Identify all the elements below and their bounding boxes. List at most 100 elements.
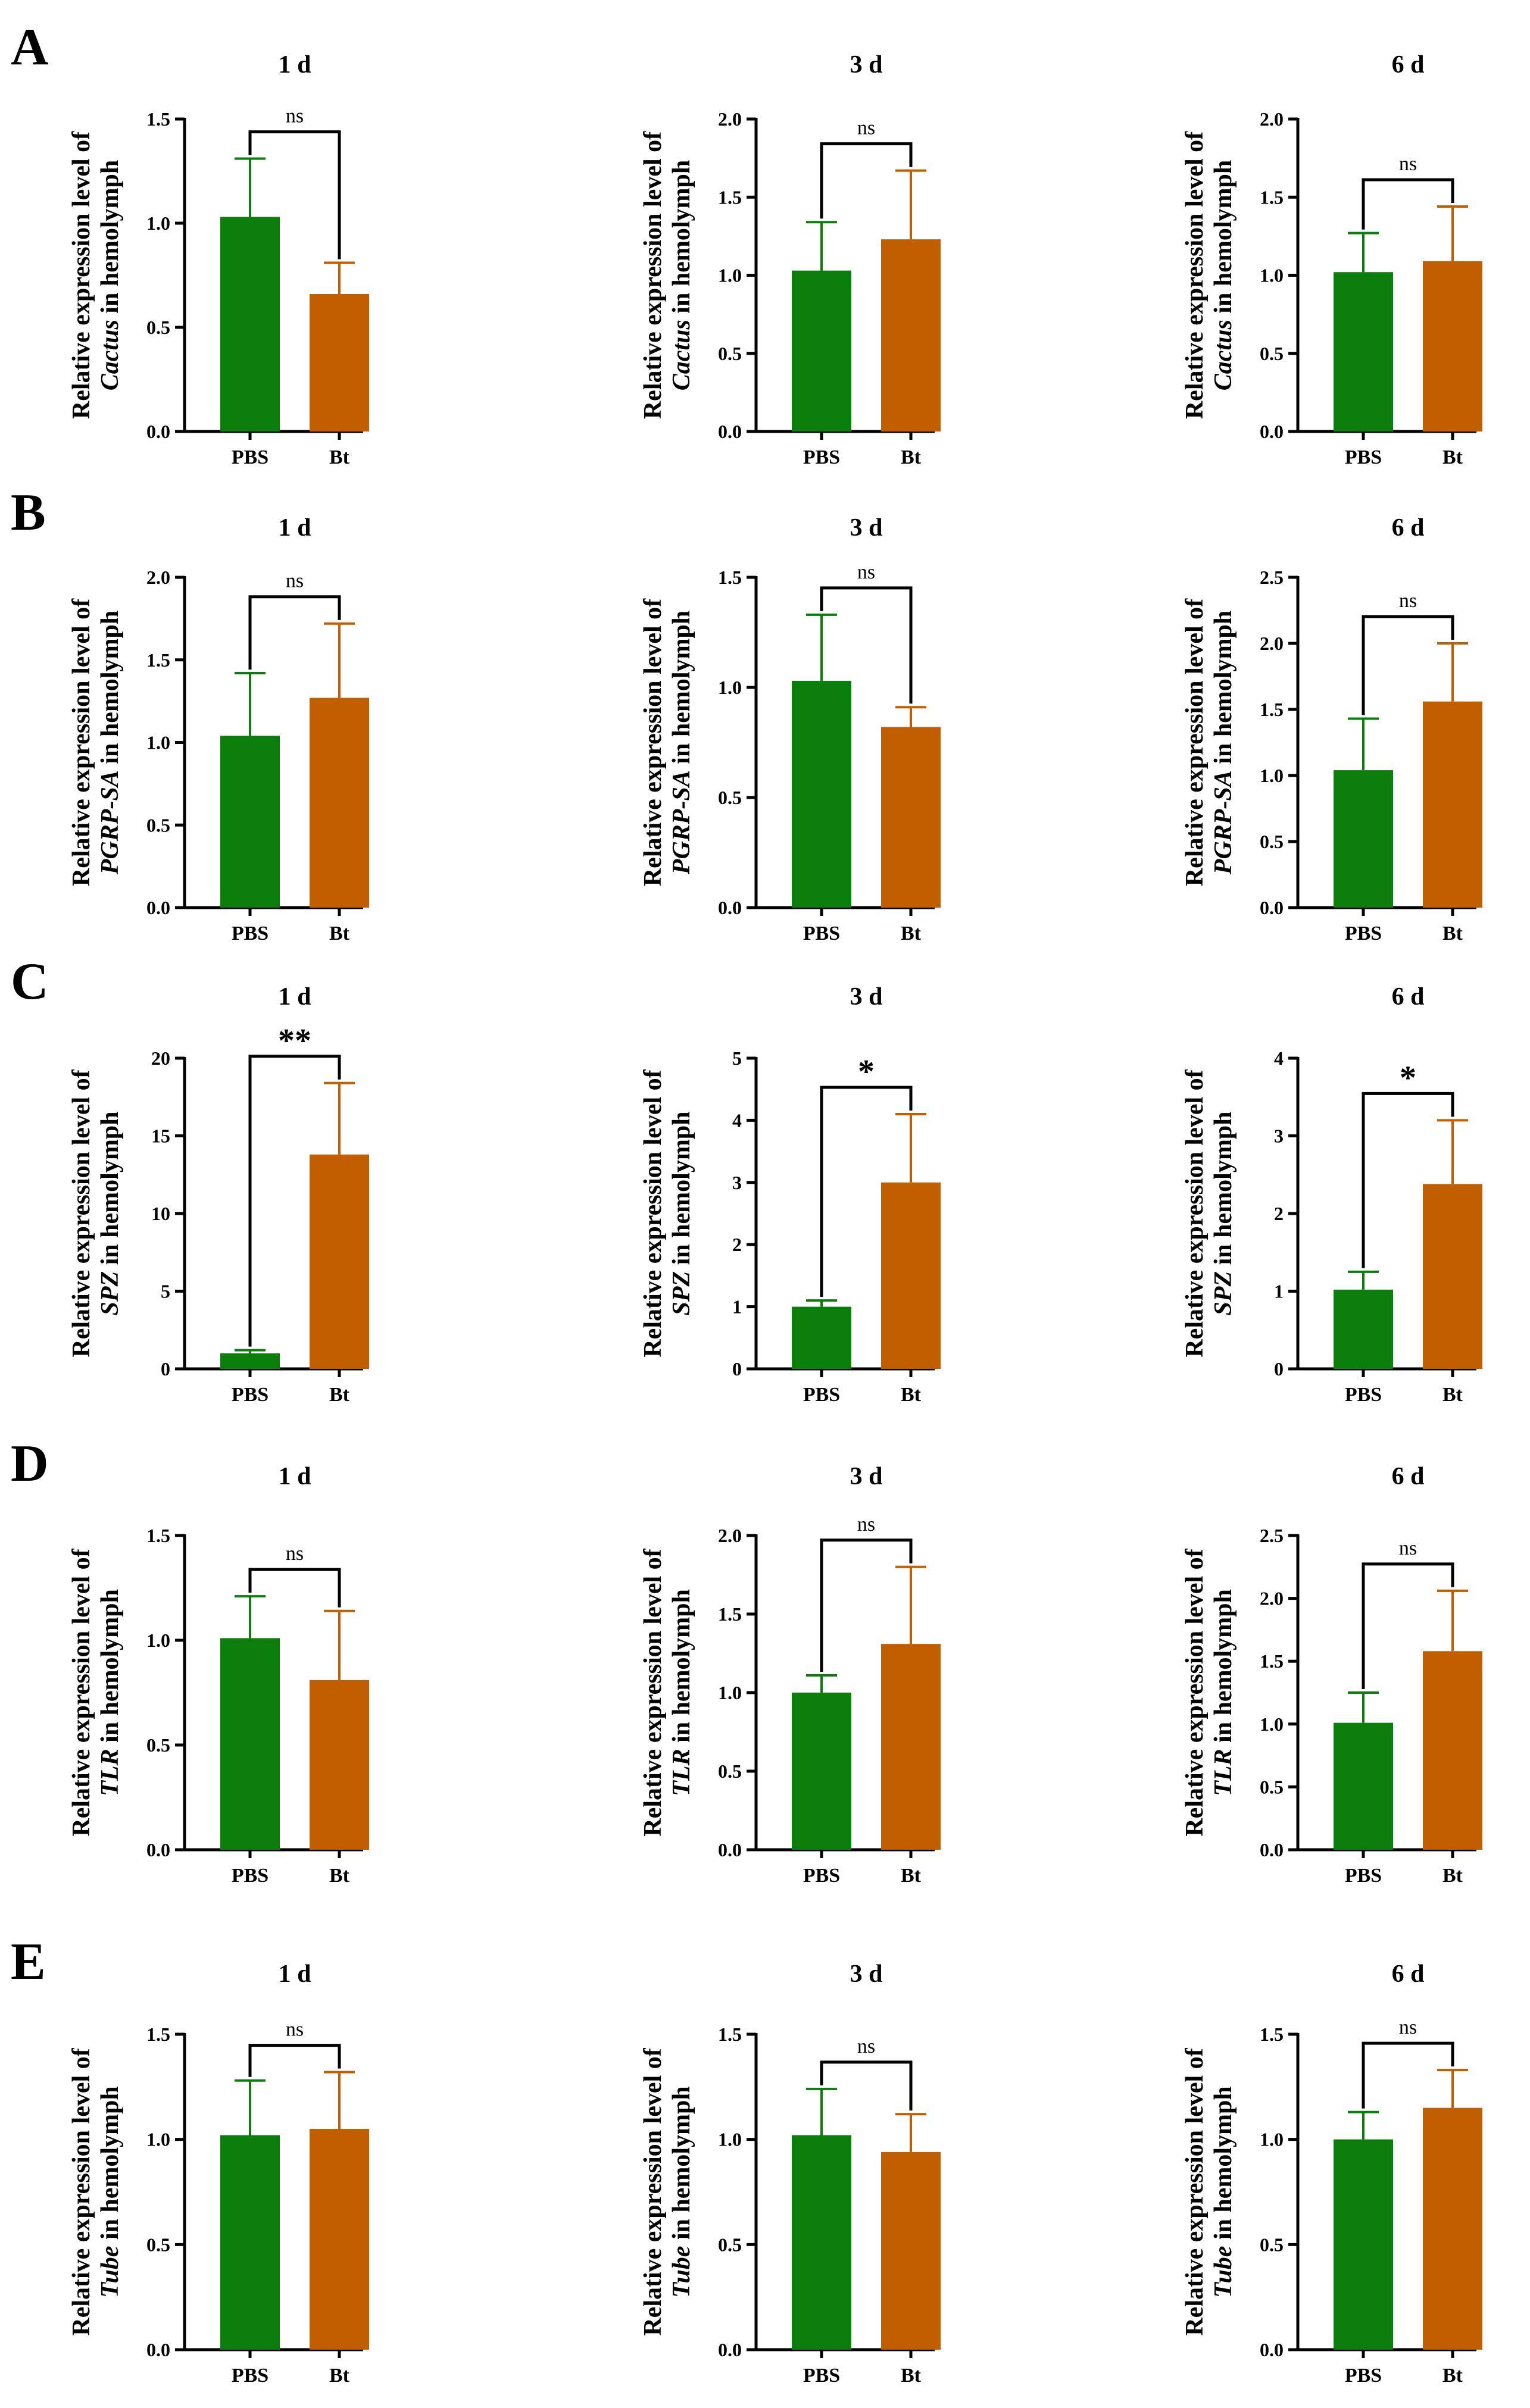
bar-bt [1423, 701, 1482, 908]
y-tick-label: 1 [1274, 1281, 1284, 1302]
x-tick-label-pbs: PBS [232, 922, 268, 945]
x-tick-label-bt: Bt [329, 1865, 350, 1887]
significance-bracket [820, 586, 913, 704]
significance-bracket [1362, 2041, 1454, 2109]
x-tick-label-pbs: PBS [1345, 446, 1382, 468]
x-tick-label-pbs: PBS [232, 1384, 268, 1406]
y-tick-label: 0.0 [718, 2339, 742, 2360]
y-tick-label: 1.5 [718, 1603, 742, 1625]
y-axis-label-suffix: in hemolymph [96, 1111, 124, 1271]
y-tick-label: 0.5 [1260, 343, 1284, 364]
chart-d-3d: 3 d 0.0 0.5 1.0 1.5 2.0 PBS Bt ns Relative expres… [639, 1463, 941, 1887]
x-tick-label-bt: Bt [1442, 1865, 1463, 1887]
panel-letter-a: A [11, 18, 49, 76]
y-tick-label: 0.0 [146, 2339, 170, 2360]
y-axis-label-suffix: in hemolymph [1210, 2086, 1237, 2246]
x-tick-label-pbs: PBS [803, 2365, 840, 2387]
y-tick-label: 1.5 [146, 649, 170, 671]
y-tick-label: 0.5 [1260, 1776, 1284, 1797]
y-tick-label: 1.5 [1260, 1650, 1284, 1672]
significance-bracket [248, 130, 341, 259]
y-axis-label-suffix: in hemolymph [668, 1111, 695, 1271]
chart-d-1d: 1 d 0.0 0.5 1.0 1.5 PBS Bt ns Relative expressio… [68, 1463, 369, 1887]
x-tick-label-bt: Bt [329, 922, 350, 945]
y-tick-label: 0.0 [718, 1839, 742, 1860]
gene-name: Tube [668, 2246, 695, 2298]
significance-label: * [1400, 1059, 1416, 1096]
y-axis-label-line2: SPZ in hemolymph [96, 1111, 124, 1315]
x-tick-label-pbs: PBS [1345, 2365, 1382, 2387]
y-axis-label-line1: Relative expression level of [68, 598, 95, 886]
y-tick-label: 0.5 [146, 1734, 170, 1756]
y-axis-label-line1: Relative expression level of [68, 2047, 95, 2335]
y-tick-label: 0.5 [718, 787, 742, 808]
y-tick-label: 0.5 [146, 814, 170, 836]
y-tick-label: 1.0 [146, 732, 170, 753]
y-tick-label: 2.0 [718, 108, 742, 130]
y-axis-label-suffix: in hemolymph [1210, 611, 1237, 770]
bar-bt [1423, 1184, 1482, 1369]
bar-bt [1423, 2107, 1482, 2350]
y-tick-label: 1.5 [146, 1525, 170, 1546]
y-axis-label-line2: Cactus in hemolymph [668, 160, 695, 390]
y-tick-label: 0.5 [718, 1760, 742, 1782]
bar-bt [310, 1154, 369, 1369]
chart-e-3d: 3 d 0.0 0.5 1.0 1.5 PBS Bt ns Relative expressio… [639, 1960, 941, 2387]
x-tick-label-pbs: PBS [232, 2365, 268, 2387]
bar-bt [1423, 261, 1482, 431]
bar-pbs [220, 736, 280, 908]
y-tick-label: 15 [151, 1125, 170, 1147]
y-axis-label-suffix: in hemolymph [668, 2086, 695, 2246]
gene-name: SPZ [668, 1271, 695, 1316]
y-tick-label: 1.0 [1260, 265, 1284, 286]
y-tick-label: 0.0 [1260, 421, 1284, 442]
y-tick-label: 1.5 [718, 2024, 742, 2045]
y-axis-label-line1: Relative expression level of [1181, 2047, 1209, 2335]
gene-name: TLR [1210, 1749, 1237, 1796]
bar-bt [310, 294, 369, 431]
significance-bracket [1362, 178, 1454, 230]
y-tick-label: 2.5 [1260, 1525, 1284, 1546]
chart-title: 3 d [850, 1463, 883, 1490]
x-tick-label-bt: Bt [329, 2365, 350, 2387]
y-axis-label-suffix: in hemolymph [668, 160, 695, 320]
y-tick-label: 0.5 [1260, 2234, 1284, 2255]
x-tick-label-pbs: PBS [1345, 1384, 1382, 1406]
bar-bt [881, 1644, 941, 1850]
bar-pbs [1334, 1289, 1393, 1369]
y-tick-label: 0 [1274, 1358, 1284, 1380]
bar-pbs [1334, 272, 1393, 431]
y-axis-label-line2: Tube in hemolymph [668, 2086, 695, 2298]
y-tick-label: 2.0 [1260, 633, 1284, 654]
y-axis-label-line1: Relative expression level of [68, 131, 95, 419]
chart-title: 6 d [1392, 514, 1425, 542]
chart-b-6d: 6 d 0.0 0.5 1.0 1.5 2.0 2.5 PBS Bt ns Relative exp… [1181, 514, 1482, 945]
y-axis-label-line2: Tube in hemolymph [96, 2086, 124, 2298]
bar-pbs [792, 1306, 851, 1369]
chart-title: 3 d [850, 983, 883, 1011]
y-tick-label: 0.0 [1260, 1839, 1284, 1860]
significance-bracket [248, 1568, 341, 1608]
significance-bracket [820, 2060, 913, 2111]
y-tick-label: 1.5 [718, 186, 742, 208]
y-axis-label-line1: Relative expression level of [639, 131, 667, 419]
x-tick-label-pbs: PBS [232, 1865, 268, 1887]
chart-b-1d: 1 d 0.0 0.5 1.0 1.5 2.0 PBS Bt ns Relative expres… [68, 514, 369, 945]
y-tick-label: 1.5 [146, 108, 170, 130]
x-tick-label-pbs: PBS [803, 446, 840, 468]
y-tick-label: 2 [732, 1234, 742, 1255]
chart-d-6d: 6 d 0.0 0.5 1.0 1.5 2.0 2.5 PBS Bt ns Relative exp… [1181, 1463, 1482, 1887]
gene-name: Cactus [1210, 320, 1237, 390]
y-tick-label: 10 [151, 1203, 170, 1224]
x-tick-label-pbs: PBS [1345, 922, 1382, 945]
bar-bt [310, 1680, 369, 1850]
bar-bt [1423, 1651, 1482, 1850]
chart-title: 3 d [850, 1960, 883, 1988]
bar-pbs [220, 2135, 280, 2350]
y-tick-label: 1.5 [1260, 2024, 1284, 2045]
y-axis-label-line1: Relative expression level of [639, 1548, 667, 1836]
y-axis-label-line1: Relative expression level of [639, 598, 667, 886]
gene-name: TLR [668, 1749, 695, 1796]
x-tick-label-pbs: PBS [803, 1865, 840, 1887]
chart-title: 1 d [279, 1960, 311, 1988]
